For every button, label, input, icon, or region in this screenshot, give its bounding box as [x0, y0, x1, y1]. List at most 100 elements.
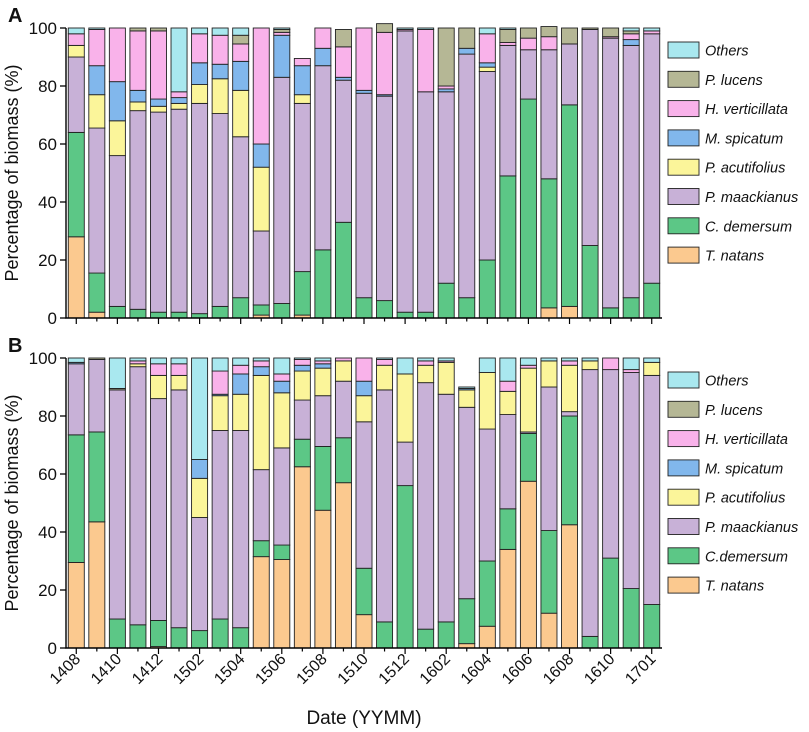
y-tick-label: 80 [38, 407, 57, 426]
bar-segment-1508-others [314, 357, 332, 362]
bar-segment-1408-p-acutifolius [67, 44, 85, 58]
bar-segment-1611-others [622, 27, 640, 32]
bar-segment-1411-p-maackianus [129, 110, 147, 310]
bar-segment-1603-c-demersum [458, 598, 476, 645]
bar-segment-1506-others [273, 27, 291, 30]
bar-segment-1608-p-maackianus [561, 411, 578, 417]
bar-segment-1503-h-verticillata [211, 34, 229, 65]
bar-segment-1601-p-acutifolius [417, 364, 435, 384]
legend-swatch-h-verticillata [667, 100, 700, 118]
bar-segment-1409-p-maackianus [88, 127, 106, 274]
bar-segment-1607-t-natans [540, 612, 558, 649]
bar-segment-1510-h-verticillata [355, 27, 373, 91]
legend: Others P. lucens H. verticillata M. spicatu… [667, 41, 798, 265]
bar-segment-1511-c-demersum [376, 300, 394, 319]
y-tick-label: 0 [48, 639, 57, 658]
bar-segment-1608-c-demersum [561, 415, 578, 526]
bar-segment-1602-p-lucens [437, 27, 455, 87]
bar-segment-1408-others [67, 357, 85, 363]
bar-segment-1701-others [643, 27, 661, 32]
bar-segment-1606-others [519, 357, 537, 366]
legend-swatch-others [667, 41, 700, 59]
bar-segment-1602-others [437, 357, 455, 362]
bar-segment-1507-t-natans [293, 466, 311, 649]
bar-segment-1510-m-spicatum [355, 380, 373, 397]
bar-segment-1512-others [396, 27, 414, 30]
bar-segment-1506-h-verticillata [273, 373, 291, 382]
x-tick-label: 1608 [540, 651, 577, 688]
legend-label-m-spicatum: M. spicatum [705, 131, 783, 147]
bar-segment-1509-p-acutifolius [334, 360, 352, 382]
bar-segment-1408-t-natans [67, 236, 85, 319]
legend-label-p-lucens: P. lucens [705, 73, 763, 89]
y-tick-label: 0 [48, 309, 57, 328]
bar-segment-1506-p-maackianus [273, 76, 291, 304]
bar-segment-1412-c-demersum [150, 620, 167, 648]
bar-segment-1701-p-maackianus [643, 33, 661, 284]
bar-segment-1411-c-demersum [129, 624, 147, 649]
bar-segment-1611-others [622, 357, 640, 371]
bar-segment-1511-p-maackianus [376, 389, 394, 623]
bar-segment-1508-p-maackianus [314, 65, 332, 251]
bar-segment-1504-c-demersum [232, 627, 250, 649]
bar-segment-1507-m-spicatum [293, 65, 311, 96]
legend-swatch-m-spicatum [667, 129, 700, 147]
bar-segment-1412-h-verticillata [150, 30, 167, 100]
bar-segment-1511-p-acutifolius [376, 364, 394, 391]
bar-segment-1608-p-maackianus [561, 43, 578, 106]
bar-segment-1409-h-verticillata [88, 29, 106, 67]
bar-segment-1503-others [211, 357, 229, 372]
bar-segment-1507-p-maackianus [293, 102, 311, 273]
bar-segment-1601-h-verticillata [417, 29, 435, 93]
bar-segment-1601-p-maackianus [417, 382, 435, 630]
bar-segment-1604-c-demersum [478, 560, 496, 627]
bar-segment-1602-p-maackianus [437, 91, 455, 284]
bar-segment-1509-h-verticillata [334, 46, 352, 78]
bar-segment-1504-m-spicatum [232, 373, 250, 395]
bar-segment-1610-p-maackianus [602, 369, 620, 559]
bar-segment-1506-p-acutifolius [273, 392, 291, 449]
bar-segment-1611-c-demersum [622, 297, 640, 319]
bar-segment-1610-h-verticillata [602, 357, 620, 371]
y-tick-label: 60 [38, 465, 57, 484]
bar-segment-1607-others [540, 357, 558, 362]
bar-segment-1504-h-verticillata [232, 43, 250, 62]
bar-segment-1604-p-maackianus [478, 71, 496, 261]
bar-segment-1502-others [191, 27, 209, 35]
y-axis-title: Percentage of biomass (%) [2, 64, 22, 281]
bar-segment-1503-h-verticillata [211, 370, 229, 395]
bar-segment-1605-p-maackianus [499, 414, 517, 510]
bar-segment-1503-others [211, 27, 229, 36]
bar-segment-1508-t-natans [314, 509, 332, 649]
bar-segment-1604-p-maackianus [478, 428, 496, 562]
bar-segment-1610-c-demersum [602, 557, 620, 649]
bar-segment-1410-m-spicatum [108, 81, 126, 122]
bar-segment-1502-c-demersum [191, 630, 209, 649]
bar-segment-1507-c-demersum [293, 438, 311, 468]
bar-segment-1505-h-verticillata [252, 27, 270, 145]
bar-segment-1603-m-spicatum [458, 47, 476, 55]
bar-segment-1505-others [252, 357, 270, 362]
bar-segment-1611-c-demersum [622, 588, 640, 649]
bar-segment-1507-others [293, 357, 311, 360]
bar-segment-1502-p-acutifolius [191, 84, 209, 104]
bar-segment-1506-m-spicatum [273, 380, 291, 394]
bar-segment-1503-m-spicatum [211, 63, 229, 80]
legend-swatch-c-demersum [667, 547, 700, 565]
y-tick-label: 20 [38, 581, 57, 600]
bar-segment-1601-c-demersum [417, 628, 435, 649]
legend-label-p-maackianus: P. maackianus [705, 520, 798, 536]
bar-segment-1502-p-maackianus [191, 102, 209, 315]
bar-segment-1503-p-acutifolius [211, 78, 229, 114]
bar-segment-1408-c-demersum [67, 434, 85, 563]
bar-segment-1504-p-acutifolius [232, 393, 250, 431]
bar-segment-1411-c-demersum [129, 308, 147, 319]
legend-swatch-p-acutifolius [667, 488, 700, 506]
bar-segment-1412-c-demersum [150, 311, 167, 319]
bar-segment-1506-m-spicatum [273, 34, 291, 78]
bar-segment-1611-p-maackianus [622, 44, 640, 299]
x-tick-label: 1510 [335, 651, 372, 688]
bar-segment-1603-p-maackianus [458, 53, 476, 299]
bar-segment-1605-c-demersum [499, 508, 517, 550]
